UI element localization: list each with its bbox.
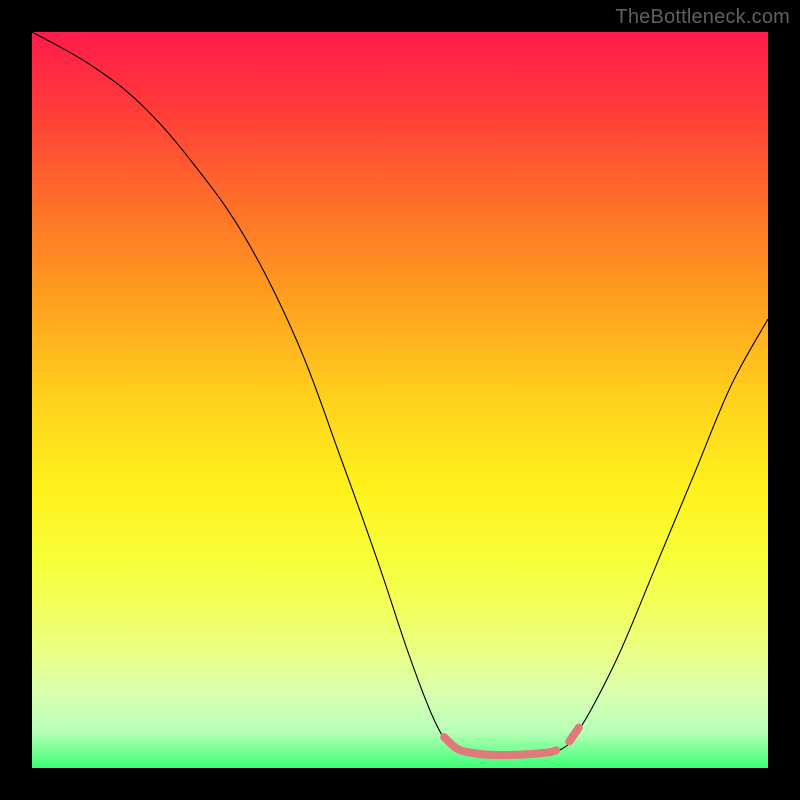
watermark-text: TheBottleneck.com bbox=[615, 6, 790, 29]
chart-svg bbox=[0, 0, 800, 800]
plot-background bbox=[32, 32, 768, 768]
bottleneck-chart: TheBottleneck.com bbox=[0, 0, 800, 800]
